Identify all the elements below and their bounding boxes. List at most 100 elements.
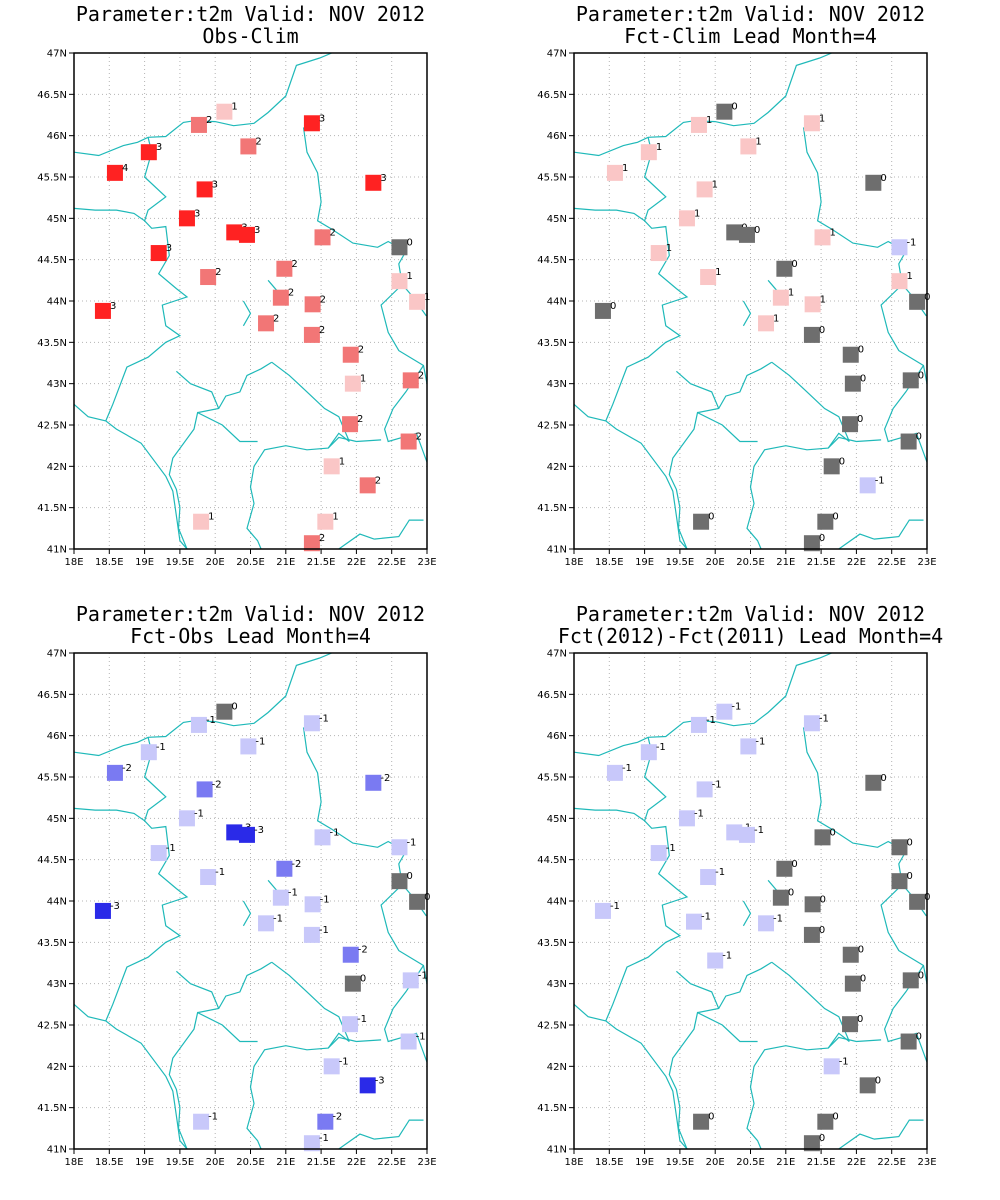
station-value: -1 bbox=[206, 715, 216, 726]
station-value: 3 bbox=[319, 113, 325, 124]
lon-label: 21.5E bbox=[307, 557, 336, 568]
station-value: 1 bbox=[906, 271, 912, 282]
station-value: 1 bbox=[332, 512, 338, 523]
station-value: 0 bbox=[839, 456, 845, 467]
station-marker bbox=[804, 896, 821, 913]
lon-label: 18E bbox=[564, 557, 583, 568]
lon-label: 19E bbox=[135, 1157, 154, 1168]
station-marker bbox=[772, 289, 789, 306]
lon-label: 20.5E bbox=[236, 1157, 265, 1168]
station-marker bbox=[216, 703, 233, 720]
station-marker bbox=[276, 860, 293, 877]
station-value: -1 bbox=[319, 713, 329, 724]
border-line bbox=[168, 1011, 258, 1150]
border-line bbox=[771, 361, 850, 442]
station-marker bbox=[400, 433, 417, 450]
panel-subtitle: Fct-Obs Lead Month=4 bbox=[130, 624, 371, 648]
station-value: -1 bbox=[339, 1056, 349, 1067]
lat-label: 45.5N bbox=[537, 773, 567, 784]
station-marker bbox=[342, 346, 359, 363]
lon-label: 20.5E bbox=[736, 1157, 765, 1168]
station-value: -1 bbox=[194, 808, 204, 819]
station-value: 0 bbox=[819, 325, 825, 336]
lon-label: 18E bbox=[564, 1157, 583, 1168]
station-marker bbox=[342, 1016, 359, 1033]
station-value: 2 bbox=[320, 294, 326, 305]
station-value: 2 bbox=[288, 288, 294, 299]
station-marker bbox=[238, 226, 255, 243]
border-line bbox=[302, 727, 427, 917]
border-line bbox=[746, 436, 882, 550]
station-marker bbox=[193, 513, 210, 530]
lon-label: 18E bbox=[64, 557, 83, 568]
station-marker bbox=[716, 703, 733, 720]
station-value: 0 bbox=[832, 512, 838, 523]
station-marker bbox=[909, 893, 926, 910]
panel-title: Parameter:t2m Valid: NOV 2012 bbox=[576, 2, 925, 26]
station-value: 1 bbox=[339, 456, 345, 467]
station-marker bbox=[817, 513, 834, 530]
gridlines bbox=[74, 53, 427, 549]
station-value: 0 bbox=[754, 225, 760, 236]
panel-title: Parameter:t2m Valid: NOV 2012 bbox=[576, 602, 925, 626]
station-marker bbox=[594, 902, 611, 919]
lat-label: 44N bbox=[47, 297, 67, 308]
station-value: 1 bbox=[666, 243, 672, 254]
station-marker bbox=[678, 810, 695, 827]
lat-label: 41N bbox=[47, 545, 67, 556]
station-marker bbox=[216, 103, 233, 120]
lon-label: 20E bbox=[206, 557, 225, 568]
gridlines bbox=[74, 653, 427, 1149]
lat-label: 46.5N bbox=[37, 90, 67, 101]
station-marker bbox=[716, 103, 733, 120]
station-value: 3 bbox=[156, 142, 162, 153]
border-line bbox=[380, 884, 428, 984]
station-value: 0 bbox=[406, 237, 412, 248]
station-value: 1 bbox=[773, 313, 779, 324]
border-line bbox=[697, 961, 773, 1014]
map-panel: Parameter:t2m Valid: NOV 2012Fct(2012)-F… bbox=[537, 602, 943, 1168]
station-value: 0 bbox=[231, 702, 237, 713]
station-value: 2 bbox=[255, 136, 261, 147]
lon-label: 22.5E bbox=[377, 1157, 406, 1168]
border-line bbox=[374, 1119, 424, 1140]
station-marker bbox=[726, 224, 743, 241]
border-line bbox=[338, 1133, 375, 1150]
station-value: -2 bbox=[332, 1112, 342, 1123]
border-line bbox=[271, 361, 350, 442]
border-line bbox=[883, 965, 928, 1063]
station-value: -2 bbox=[380, 773, 390, 784]
panel-subtitle: Fct-Clim Lead Month=4 bbox=[624, 24, 877, 48]
station-marker bbox=[190, 716, 207, 733]
station-value: 2 bbox=[358, 345, 364, 356]
station-marker bbox=[196, 181, 213, 198]
station-value: 1 bbox=[231, 102, 237, 113]
station-value: -1 bbox=[166, 843, 176, 854]
lon-label: 20.5E bbox=[236, 557, 265, 568]
station-marker bbox=[365, 174, 382, 191]
station-marker bbox=[859, 1077, 876, 1094]
axes: 18E 18.5E 19E 19.5E 20E 20.5E 21E 21.5E 22E 22.5E… bbox=[37, 49, 436, 569]
lat-label: 42.5N bbox=[537, 1021, 567, 1032]
station-marker bbox=[700, 269, 717, 286]
lon-label: 23E bbox=[417, 557, 436, 568]
station-value: 1 bbox=[406, 271, 412, 282]
station-marker bbox=[303, 326, 320, 343]
station-value: 1 bbox=[656, 142, 662, 153]
lat-label: 45N bbox=[47, 814, 67, 825]
axes: 18E 18.5E 19E 19.5E 20E 20.5E 21E 21.5E 22E 22.5E… bbox=[37, 649, 436, 1169]
panel-subtitle: Obs-Clim bbox=[202, 24, 298, 48]
lat-label: 43N bbox=[547, 379, 567, 390]
station-value: -1 bbox=[622, 763, 632, 774]
station-marker bbox=[323, 1058, 340, 1075]
lat-label: 44N bbox=[47, 897, 67, 908]
lat-label: 45.5N bbox=[37, 773, 67, 784]
station-marker bbox=[844, 975, 861, 992]
border-line bbox=[873, 1119, 924, 1140]
border-line bbox=[73, 207, 189, 422]
station-value: -1 bbox=[330, 827, 340, 838]
station-marker bbox=[696, 781, 713, 798]
station-marker bbox=[391, 273, 408, 290]
